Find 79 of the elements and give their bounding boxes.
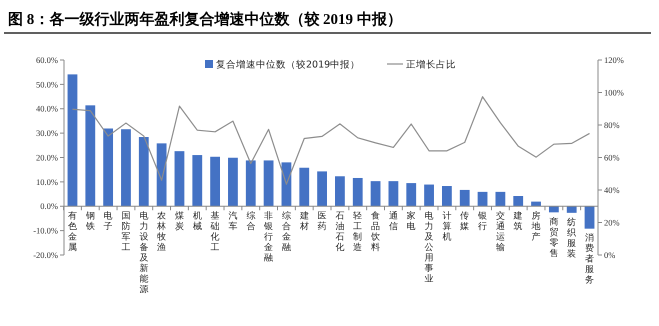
x-tick-label: 建筑 xyxy=(512,210,523,232)
bar xyxy=(85,105,96,206)
bar xyxy=(513,196,524,206)
y-tick-label: 10.0% xyxy=(36,176,58,187)
x-tick-label: 商贸零售 xyxy=(549,216,558,259)
x-tick-label: 非银行金融 xyxy=(263,210,274,264)
y-tick-label: 30.0% xyxy=(36,128,58,138)
x-tick-label: 煤炭 xyxy=(174,210,184,232)
x-tick-label: 机械 xyxy=(192,210,202,232)
x-tick-label: 通信 xyxy=(388,210,398,232)
y-tick-label: 50.0% xyxy=(36,79,58,90)
bar xyxy=(138,137,149,206)
y-tick-label: -10.0% xyxy=(33,226,58,236)
bar xyxy=(68,74,78,206)
y2-tick-label: 80% xyxy=(604,120,620,130)
chart-title: 图 8：各一级行业两年盈利复合增速中位数（较 2019 中报） xyxy=(8,11,402,28)
bar xyxy=(317,171,327,206)
bar xyxy=(460,190,470,206)
x-tick-label: 国防军工 xyxy=(121,211,130,253)
x-tick-label: 交通运输 xyxy=(496,210,505,253)
y2-tick-label: 0% xyxy=(604,250,616,260)
x-tick-label: 银行 xyxy=(477,210,488,232)
bar xyxy=(335,176,345,206)
bar xyxy=(121,129,131,206)
bar xyxy=(210,156,220,206)
bar xyxy=(192,155,202,206)
x-tick-label: 综合 xyxy=(246,210,256,232)
y2-tick-label: 120% xyxy=(604,54,624,65)
bar xyxy=(228,158,238,206)
bar xyxy=(388,181,398,206)
y2-tick-label: 20% xyxy=(604,217,620,228)
x-tick-label: 农林牧渔 xyxy=(156,210,166,253)
x-tick-label: 电力及公用事业 xyxy=(424,210,434,284)
x-tick-label: 石油石化 xyxy=(335,211,344,253)
x-tick-label: 房地产 xyxy=(530,210,541,242)
x-tick-label: 有色金属 xyxy=(68,210,77,253)
x-tick-label: 传媒 xyxy=(460,210,470,232)
bar xyxy=(174,151,184,206)
x-tick-label: 消费者服务 xyxy=(585,232,594,286)
x-tick-label: 基础化工 xyxy=(210,210,220,253)
legend-label: 正增长占比 xyxy=(406,58,456,70)
bar xyxy=(548,206,559,212)
x-tick-label: 综合金融 xyxy=(282,210,291,253)
x-tick-label: 汽车 xyxy=(228,210,238,232)
bar xyxy=(103,128,114,206)
bar xyxy=(424,184,434,206)
x-tick-label: 计算机 xyxy=(442,210,452,242)
x-tick-label: 电力设备及新能源 xyxy=(139,210,148,295)
bar xyxy=(442,186,452,206)
line-series xyxy=(72,96,590,185)
y-tick-label: 0.0% xyxy=(40,201,58,212)
x-tick-label: 电子 xyxy=(104,210,113,232)
y-tick-label: 60.0% xyxy=(36,54,58,65)
x-tick-label: 纺织服装 xyxy=(567,216,576,260)
bar xyxy=(352,178,363,206)
bar xyxy=(370,181,380,206)
x-tick-label: 轻工制造 xyxy=(353,210,362,253)
bar xyxy=(156,143,167,206)
x-tick-label: 家电 xyxy=(406,210,416,232)
y2-tick-label: 40% xyxy=(604,184,620,195)
bar xyxy=(584,206,594,229)
y2-tick-label: 100% xyxy=(604,87,624,98)
x-tick-label: 医药 xyxy=(318,210,327,232)
y-tick-label: 20.0% xyxy=(36,152,58,162)
legend-label: 复合增速中位数（较2019中报） xyxy=(216,58,360,70)
bar xyxy=(246,160,256,206)
y2-tick-label: 60% xyxy=(604,152,620,162)
x-tick-label: 钢铁 xyxy=(84,210,95,232)
bar xyxy=(531,202,541,206)
x-tick-label: 食品饮料 xyxy=(370,210,380,253)
y-tick-label: -20.0% xyxy=(33,250,58,260)
bar xyxy=(299,168,310,206)
bar xyxy=(478,192,488,206)
y-tick-label: 40.0% xyxy=(36,104,58,114)
bar xyxy=(264,160,274,206)
bar xyxy=(282,162,292,206)
x-tick-label: 建材 xyxy=(298,210,309,232)
bar xyxy=(495,192,506,206)
bar xyxy=(406,183,416,206)
